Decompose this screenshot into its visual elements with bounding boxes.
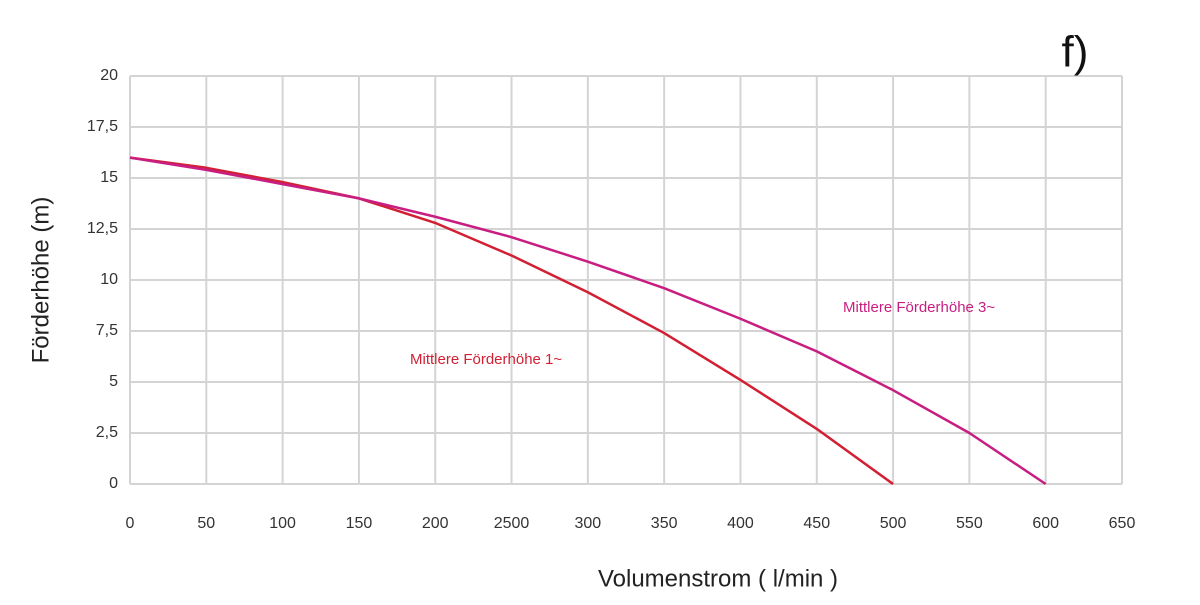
x-tick-label: 550 (956, 515, 983, 532)
y-tick-label: 0 (109, 475, 118, 492)
series-line (129, 156, 1047, 486)
x-tick-label: 500 (880, 515, 907, 532)
x-tick-label: 600 (1032, 515, 1059, 532)
y-tick-label: 5 (109, 373, 118, 390)
x-tick-label: 400 (727, 515, 754, 532)
x-axis-label: Volumenstrom ( l/min ) (598, 565, 838, 592)
x-tick-label: 300 (574, 515, 601, 532)
x-tick-label: 350 (651, 515, 678, 532)
y-tick-label: 15 (100, 169, 118, 186)
panel-label: f) (1062, 28, 1089, 77)
x-tick-label: 0 (126, 515, 135, 532)
x-tick-label: 50 (197, 515, 215, 532)
x-tick-label: 450 (803, 515, 830, 532)
y-axis-label: Förderhöhe (m) (27, 197, 54, 364)
y-tick-label: 20 (100, 67, 118, 84)
y-tick-label: 2,5 (96, 424, 118, 441)
x-tick-label: 150 (346, 515, 373, 532)
y-tick-label: 7,5 (96, 322, 118, 339)
x-tick-label: 200 (422, 515, 449, 532)
x-tick-label: 2500 (494, 515, 530, 532)
y-tick-label: 10 (100, 271, 118, 288)
y-tick-label: 12,5 (87, 220, 118, 237)
series-line (129, 156, 894, 486)
y-tick-label: 17,5 (87, 118, 118, 135)
series-label: Mittlere Förderhöhe 3~ (843, 299, 995, 316)
x-tick-label: 100 (269, 515, 296, 532)
x-tick-label: 650 (1109, 515, 1136, 532)
series-label: Mittlere Förderhöhe 1~ (410, 351, 562, 368)
